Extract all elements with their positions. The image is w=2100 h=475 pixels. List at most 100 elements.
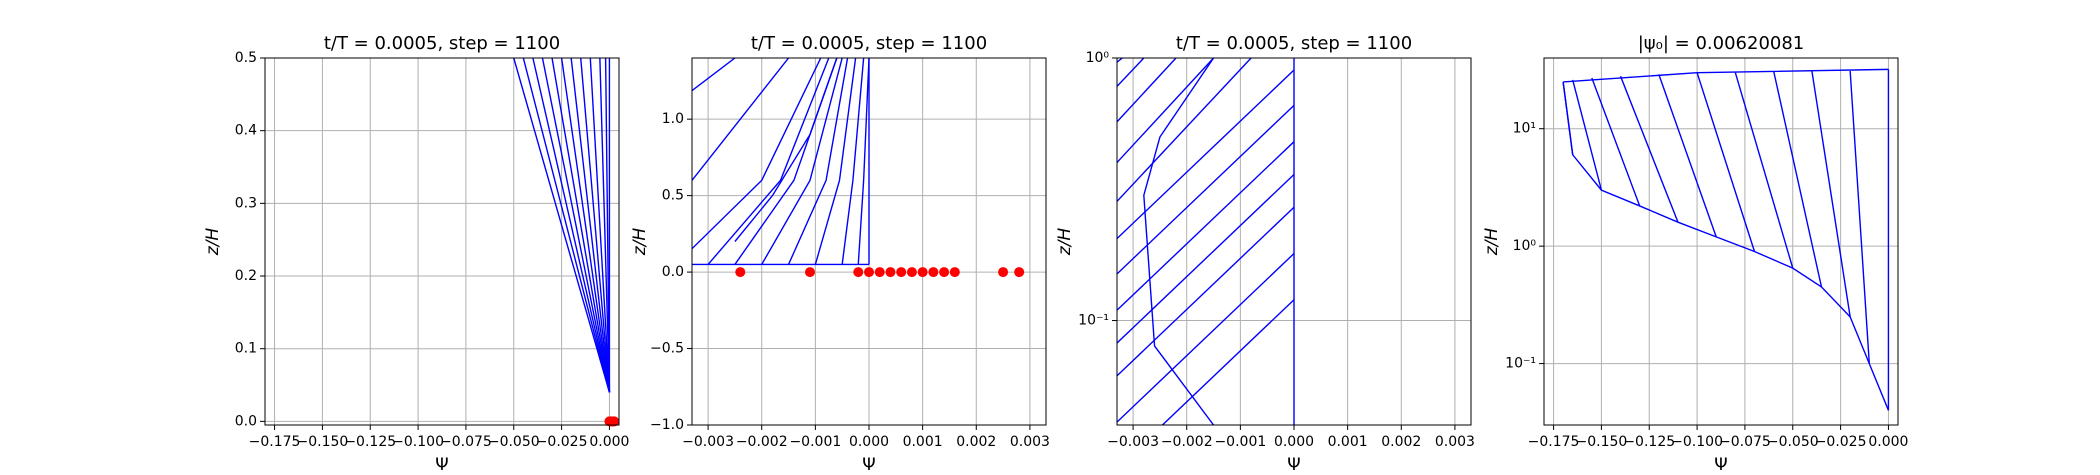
subplot: −0.175−0.150−0.125−0.100−0.075−0.050−0.0… <box>203 33 629 475</box>
profile-line <box>1117 58 1252 203</box>
axes-frame <box>264 57 620 426</box>
y-axis-label: z/H <box>203 228 223 257</box>
profile-line <box>1562 81 1890 411</box>
y-axis-label: z/H <box>1482 228 1502 257</box>
x-tick-label: −0.025 <box>1815 434 1867 450</box>
x-tick-label: 0.000 <box>849 434 889 450</box>
chart-title: t/T = 0.0005, step = 1100 <box>1176 33 1412 54</box>
x-tick-label: −0.050 <box>1767 434 1819 450</box>
plot-area <box>1117 58 1295 425</box>
profile-line <box>570 58 611 393</box>
y-tick-label: 0.3 <box>235 195 257 211</box>
x-tick-label: −0.003 <box>1107 434 1159 450</box>
chart-title: t/T = 0.0005, step = 1100 <box>751 33 987 54</box>
profile-line <box>1734 72 1794 269</box>
x-tick-label: −0.075 <box>1719 434 1771 450</box>
profile-line <box>1849 70 1870 364</box>
point <box>874 267 885 278</box>
x-tick-label: 0.001 <box>903 434 943 450</box>
x-tick-label: −0.175 <box>1528 434 1580 450</box>
y-tick-label: 10¹ <box>1513 121 1536 137</box>
x-tick-label: −0.175 <box>249 434 301 450</box>
axes-frame <box>1543 57 1899 426</box>
point <box>1014 267 1025 278</box>
chart-title: t/T = 0.0005, step = 1100 <box>324 33 560 54</box>
point <box>928 267 939 278</box>
x-axis-label: Ψ <box>862 455 875 475</box>
x-tick-label: −0.002 <box>736 434 788 450</box>
x-axis-label: Ψ <box>435 455 448 475</box>
y-tick-label: −1.0 <box>650 417 684 433</box>
x-tick-label: −0.125 <box>344 434 396 450</box>
x-axis-label: Ψ <box>1287 455 1300 475</box>
profile-line <box>1117 69 1295 240</box>
profile-line <box>1696 72 1756 252</box>
y-tick-label: 10⁰ <box>1086 50 1110 66</box>
profile-line <box>589 58 611 393</box>
point <box>906 267 917 278</box>
profile-line <box>1658 74 1717 238</box>
point <box>896 267 907 278</box>
profile-line <box>692 58 790 182</box>
chart-title: |ψ₀| = 0.00620081 <box>1638 33 1805 54</box>
profile-line <box>692 58 736 92</box>
x-tick-label: −0.100 <box>392 434 444 450</box>
profile-line <box>560 58 611 393</box>
profile-line <box>1563 68 1889 83</box>
profile-line <box>1117 58 1215 164</box>
profile-line <box>734 58 838 265</box>
point <box>609 416 620 427</box>
point <box>939 267 950 278</box>
y-tick-label: 10⁻¹ <box>1078 313 1109 329</box>
x-tick-label: 0.001 <box>1328 434 1368 450</box>
x-tick-label: 0.002 <box>956 434 996 450</box>
profile-line <box>599 58 611 393</box>
x-tick-label: −0.001 <box>1214 434 1266 450</box>
point <box>998 267 1009 278</box>
point <box>949 267 960 278</box>
x-tick-label: −0.002 <box>1161 434 1213 450</box>
profile-line <box>1572 79 1603 191</box>
x-tick-label: −0.100 <box>1671 434 1723 450</box>
x-tick-label: 0.003 <box>1010 434 1050 450</box>
profile-line <box>707 58 830 265</box>
axes-frame <box>1116 57 1472 426</box>
profile-line <box>522 58 611 393</box>
profile-line <box>814 58 857 265</box>
profile-line <box>1117 253 1295 424</box>
y-axis-label: z/H <box>1055 228 1075 257</box>
axes-frame <box>691 57 1047 426</box>
profile-line <box>1619 75 1679 223</box>
subplot: −0.003 −0.002 −0.001 0.000 0.001 0.002 0.003 10… <box>1055 33 1475 475</box>
profile-line <box>1161 299 1295 425</box>
profile-line <box>1117 58 1177 123</box>
profile-line <box>1811 70 1851 317</box>
y-tick-label: 0.5 <box>662 188 684 204</box>
profile-line <box>787 58 849 265</box>
profile-line <box>1117 173 1295 344</box>
profile-line <box>1117 104 1295 275</box>
profile-line <box>1772 70 1823 288</box>
x-tick-label: −0.003 <box>682 434 734 450</box>
x-tick-label: 0.000 <box>1868 434 1908 450</box>
point <box>853 267 864 278</box>
plot-area <box>513 58 611 393</box>
point <box>864 267 874 278</box>
y-tick-label: 0.0 <box>235 413 257 429</box>
profile-line <box>1117 206 1295 377</box>
x-tick-label: −0.050 <box>488 434 540 450</box>
subplot: −0.175−0.150−0.125−0.100−0.075−0.050−0.0… <box>1482 33 1908 475</box>
y-tick-label: 0.1 <box>235 341 257 357</box>
y-tick-label: 10⁻¹ <box>1505 356 1536 372</box>
profile-line <box>857 58 870 265</box>
profile-line <box>1591 77 1641 207</box>
y-tick-label: 0.0 <box>662 264 684 280</box>
point <box>805 267 815 278</box>
subplot: −0.003 −0.002 −0.001 0.000 0.001 0.002 0.003 −1… <box>630 33 1050 475</box>
x-tick-label: 0.002 <box>1381 434 1421 450</box>
x-axis-label: Ψ <box>1714 455 1727 475</box>
x-tick-label: −0.001 <box>789 434 841 450</box>
point <box>917 267 928 278</box>
point <box>735 267 746 278</box>
